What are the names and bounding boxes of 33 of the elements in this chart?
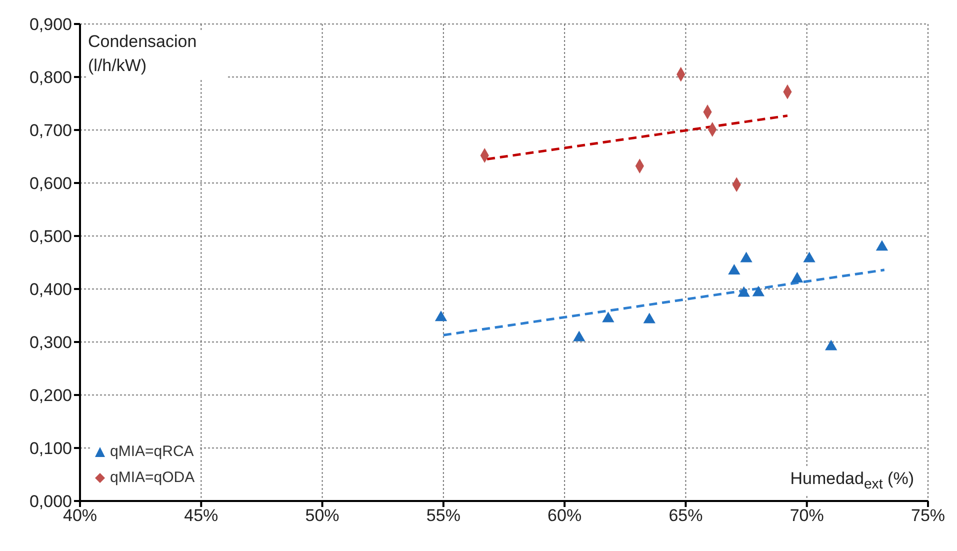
point — [602, 312, 614, 322]
x-tick-label: 70% — [790, 506, 824, 526]
legend-label: qMIA=qRCA — [110, 442, 194, 462]
point — [643, 312, 656, 324]
x-tick-label: 45% — [184, 506, 218, 526]
point — [752, 286, 764, 296]
x-tick-label: 65% — [668, 506, 703, 526]
x-tick-label: 75% — [910, 506, 946, 526]
y-axis-title: Condensacion (l/h/kW) — [88, 30, 228, 78]
y-tick-label: 0,100 — [29, 439, 72, 458]
legend-label: qMIA=qODA — [110, 468, 195, 488]
y-tick-label: 0,200 — [29, 386, 72, 406]
point — [434, 310, 448, 322]
x-axis-title: Humedad$_{ext}$ (%) — [786, 467, 918, 494]
y-tick-label: 0,500 — [29, 227, 72, 246]
point — [573, 330, 586, 342]
y-tick-label: 0,800 — [29, 68, 72, 88]
point — [791, 272, 804, 282]
x-tick-label: 50% — [305, 506, 340, 526]
x-tick-label: 40% — [62, 506, 98, 526]
point — [825, 340, 838, 350]
x-tick-label: 55% — [426, 506, 460, 526]
point — [728, 264, 740, 274]
y-tick-label: 0,700 — [29, 121, 72, 140]
y-tick-label: 0,900 — [29, 15, 72, 34]
x-tick-label: 60% — [548, 506, 582, 526]
point — [803, 252, 816, 262]
y-tick-label: 0,300 — [29, 333, 72, 352]
y-tick-label: 0,400 — [29, 280, 72, 300]
point — [740, 252, 752, 262]
point — [876, 240, 888, 251]
point — [738, 286, 750, 297]
y-tick-label: 0,600 — [29, 174, 72, 194]
